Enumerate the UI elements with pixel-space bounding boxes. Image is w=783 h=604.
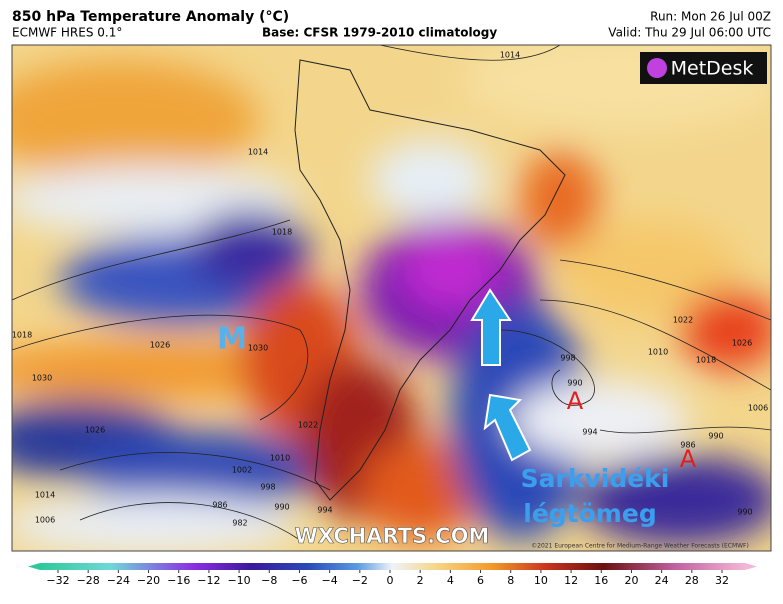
colorbar-end — [28, 563, 40, 570]
isobar-label: 1026 — [85, 426, 105, 435]
isobar-label: 1014 — [35, 491, 55, 500]
title: 850 hPa Temperature Anomaly (°C) — [12, 9, 289, 25]
tick-label: −6 — [291, 574, 307, 587]
arrow — [483, 393, 532, 462]
coastline — [294, 59, 566, 501]
isobar-label: 990 — [274, 503, 289, 512]
tick-label: 0 — [387, 574, 394, 587]
logo-icon — [647, 58, 667, 78]
isobar-label: 998 — [560, 354, 575, 363]
isobar-label: 1018 — [12, 331, 32, 340]
tick-label: 32 — [715, 574, 729, 587]
base: Base: CFSR 1979-2010 climatology — [262, 26, 497, 40]
isobar-label: 1014 — [500, 51, 520, 60]
isobar-label: 1006 — [35, 516, 55, 525]
run: Run: Mon 26 Jul 00Z — [650, 10, 771, 24]
tick-label: 4 — [447, 574, 454, 587]
watermark: WXCHARTS.COM — [295, 524, 490, 548]
isobar-label: 986 — [212, 501, 227, 510]
low-label: M — [217, 322, 247, 357]
isobar-label: 990 — [567, 379, 582, 388]
tick-label: 28 — [685, 574, 699, 587]
isobar-labels: 1014 1014 1018 1026 1030 1018 1030 1026 1022 1010… — [12, 51, 768, 528]
tick-label: −16 — [167, 574, 190, 587]
isobar-label: 1002 — [232, 466, 252, 475]
colorbar-ticks: −32 −28 −24 −20 −16 −12 −10 −8 −6 −4 −2 0 2 4 6 8 10 12 16… — [46, 570, 729, 587]
isobar-label: 1022 — [673, 316, 693, 325]
isobar-label: 1026 — [150, 341, 170, 350]
tick-label: 24 — [655, 574, 669, 587]
colorbar-end — [745, 563, 757, 570]
logo: MetDesk — [671, 58, 754, 80]
isobar-label: 1030 — [248, 344, 268, 353]
map: M A A Sarkvidéki légtömeg MetDesk WXCHAR… — [12, 45, 771, 551]
isobar-label: 1022 — [298, 421, 318, 430]
isobar-label: 986 — [680, 441, 695, 450]
isobars — [12, 45, 771, 541]
tick-label: −32 — [46, 574, 69, 587]
isobar-label: 990 — [708, 432, 723, 441]
tick-label: −24 — [107, 574, 130, 587]
annotation: légtömeg — [523, 499, 656, 528]
tick-label: 12 — [564, 574, 578, 587]
isobar-label: 994 — [317, 506, 332, 515]
isobar-label: 1026 — [732, 339, 752, 348]
tick-label: 20 — [624, 574, 638, 587]
colorbar — [40, 563, 745, 570]
isobar-label: 1010 — [270, 454, 290, 463]
isobar-label: 982 — [232, 519, 247, 528]
map-frame — [11, 44, 772, 552]
isobar-label: 1030 — [32, 374, 52, 383]
annotation: Sarkvidéki — [521, 464, 670, 493]
isobar-label: 1018 — [272, 228, 292, 237]
tick-label: 16 — [594, 574, 608, 587]
high-label: A — [680, 445, 697, 473]
tick-label: 8 — [507, 574, 514, 587]
isobar-label: 1010 — [648, 348, 668, 357]
isobar-label: 990 — [737, 508, 752, 517]
isobar-label: 994 — [582, 428, 597, 437]
tick-label: 2 — [417, 574, 424, 587]
arrow — [470, 288, 512, 366]
tick-label: −2 — [352, 574, 368, 587]
tick-label: −10 — [227, 574, 250, 587]
isobar-label: 1014 — [248, 148, 268, 157]
isobar-label: 998 — [260, 483, 275, 492]
tick-label: −20 — [137, 574, 160, 587]
tick-label: −4 — [322, 574, 338, 587]
isobar-label: 1018 — [696, 356, 716, 365]
isobar-label: 1006 — [748, 404, 768, 413]
high-label: A — [567, 387, 584, 415]
tick-label: −28 — [77, 574, 100, 587]
model: ECMWF HRES 0.1° — [12, 26, 122, 40]
valid: Valid: Thu 29 Jul 06:00 UTC — [608, 26, 771, 40]
tick-label: 10 — [534, 574, 548, 587]
tick-label: −8 — [261, 574, 277, 587]
copyright: ©2021 European Centre for Medium-Range W… — [531, 543, 749, 550]
tick-label: 6 — [477, 574, 484, 587]
tick-label: −12 — [197, 574, 220, 587]
